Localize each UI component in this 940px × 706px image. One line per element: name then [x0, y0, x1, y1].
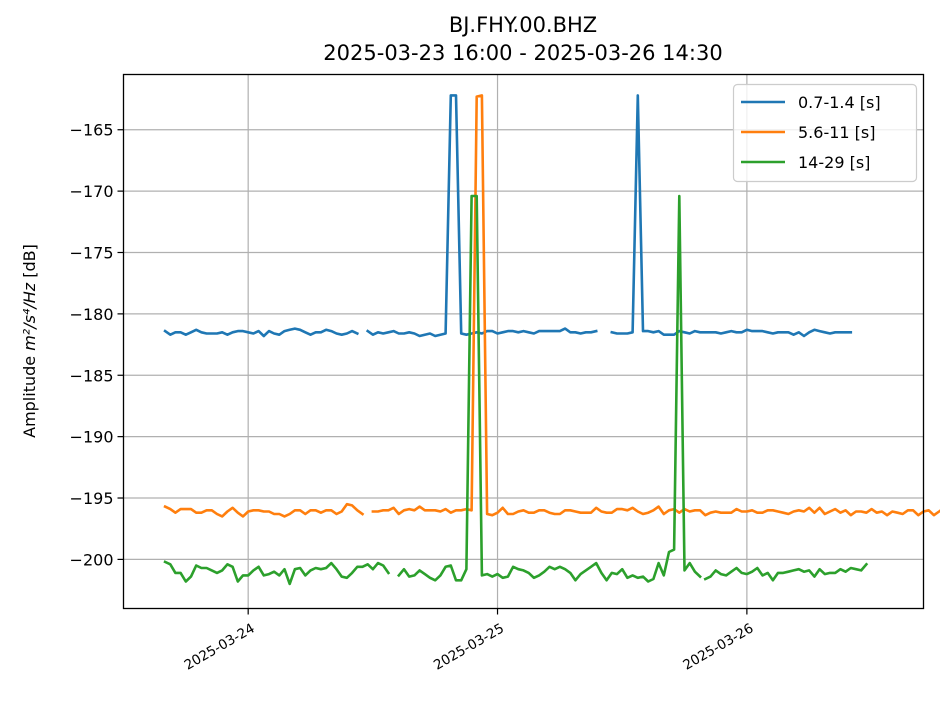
- y-axis-label-unit: m²/s⁴/Hz: [20, 282, 39, 351]
- x-axis-ticks: 2025-03-24 2025-03-25 2025-03-26: [182, 608, 756, 674]
- y-tick-label: −190: [70, 428, 114, 447]
- series-line-0: [163, 327, 360, 338]
- y-tick-label: −175: [70, 244, 114, 263]
- legend-box: [732, 83, 918, 183]
- series-line-2: [163, 560, 391, 586]
- y-axis-label: Amplitude m²/s⁴/Hz [dB]: [20, 244, 39, 438]
- plot-lines: [163, 94, 940, 586]
- y-axis-label-prefix: Amplitude: [20, 351, 39, 438]
- series-line-2: [703, 562, 869, 582]
- y-tick-label: −195: [70, 489, 114, 508]
- y-tick-label: −200: [70, 550, 114, 569]
- legend-label-0: 0.7-1.4 [s]: [798, 93, 881, 112]
- y-tick-label: −185: [70, 366, 114, 385]
- legend-label-1: 5.6-11 [s]: [798, 123, 875, 142]
- series-line-1: [163, 502, 365, 518]
- y-axis-ticks: −165 −170 −175 −180 −185 −190 −195 −200: [70, 121, 124, 569]
- legend-label-2: 14-29 [s]: [798, 153, 870, 172]
- x-tick-label: 2025-03-25: [431, 620, 507, 673]
- chart-title: BJ.FHY.00.BHZ: [449, 13, 597, 37]
- plot-area-frame: [122, 73, 925, 610]
- chart-subtitle: 2025-03-23 16:00 - 2025-03-26 14:30: [323, 41, 722, 65]
- y-tick-label: −180: [70, 305, 114, 324]
- legend: 0.7-1.4 [s] 5.6-11 [s] 14-29 [s]: [732, 83, 918, 183]
- y-tick-label: −170: [70, 182, 114, 201]
- x-tick-label: 2025-03-26: [680, 620, 756, 673]
- x-tick-label: 2025-03-24: [182, 620, 258, 673]
- series-line-2: [396, 194, 702, 583]
- series-line-1: [371, 94, 940, 517]
- series-line-0: [610, 94, 853, 338]
- series-line-0: [365, 94, 598, 338]
- y-tick-label: −165: [70, 121, 114, 140]
- y-axis-label-suffix: [dB]: [20, 244, 39, 283]
